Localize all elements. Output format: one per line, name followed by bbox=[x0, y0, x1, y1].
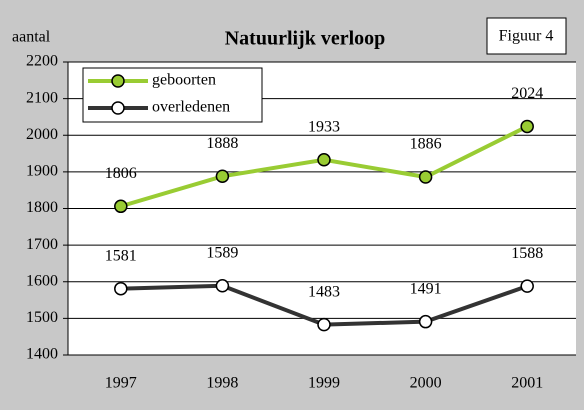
point bbox=[215, 169, 230, 184]
legend-label: geboorten bbox=[152, 72, 216, 89]
data-label: 2024 bbox=[511, 85, 543, 102]
point bbox=[418, 170, 433, 184]
figure-box bbox=[486, 17, 567, 55]
y-axis-label: aantal bbox=[12, 29, 51, 46]
point bbox=[215, 279, 230, 293]
x-tick-label: 2000 bbox=[410, 375, 442, 392]
point bbox=[520, 279, 534, 293]
legend-marker bbox=[111, 101, 125, 115]
point bbox=[317, 317, 331, 332]
x-tick-label: 1999 bbox=[308, 375, 340, 392]
x-tick-label: 2001 bbox=[511, 375, 543, 392]
point bbox=[114, 199, 128, 214]
x-tick-label: 1997 bbox=[105, 375, 137, 392]
y-tick-label: 1600 bbox=[26, 272, 58, 289]
y-tick-label: 1700 bbox=[26, 236, 58, 253]
chart-title: Natuurlijk verloop bbox=[225, 28, 386, 50]
data-label: 1483 bbox=[308, 283, 340, 300]
y-tick-label: 2200 bbox=[26, 53, 58, 70]
data-label: 1581 bbox=[105, 247, 137, 264]
point bbox=[317, 153, 331, 167]
y-tick-label: 2100 bbox=[26, 89, 58, 106]
data-label: 1588 bbox=[511, 245, 543, 262]
y-tick-label: 1500 bbox=[26, 309, 58, 326]
data-label: 1888 bbox=[206, 135, 238, 152]
y-tick-label: 1400 bbox=[26, 346, 58, 363]
point bbox=[418, 314, 433, 329]
figure-label: Figuur 4 bbox=[499, 28, 554, 45]
y-tick-label: 2000 bbox=[26, 126, 58, 143]
data-label: 1886 bbox=[410, 136, 442, 153]
y-tick-label: 1900 bbox=[26, 163, 58, 180]
legend-marker bbox=[111, 74, 125, 88]
y-tick-label: 1800 bbox=[26, 199, 58, 216]
point bbox=[114, 281, 128, 296]
data-label: 1933 bbox=[308, 118, 340, 135]
legend-label: overledenen bbox=[152, 99, 230, 116]
point bbox=[520, 119, 534, 134]
x-tick-label: 1998 bbox=[206, 375, 238, 392]
data-label: 1806 bbox=[105, 165, 137, 182]
data-label: 1589 bbox=[206, 244, 238, 261]
data-label: 1491 bbox=[410, 280, 442, 297]
